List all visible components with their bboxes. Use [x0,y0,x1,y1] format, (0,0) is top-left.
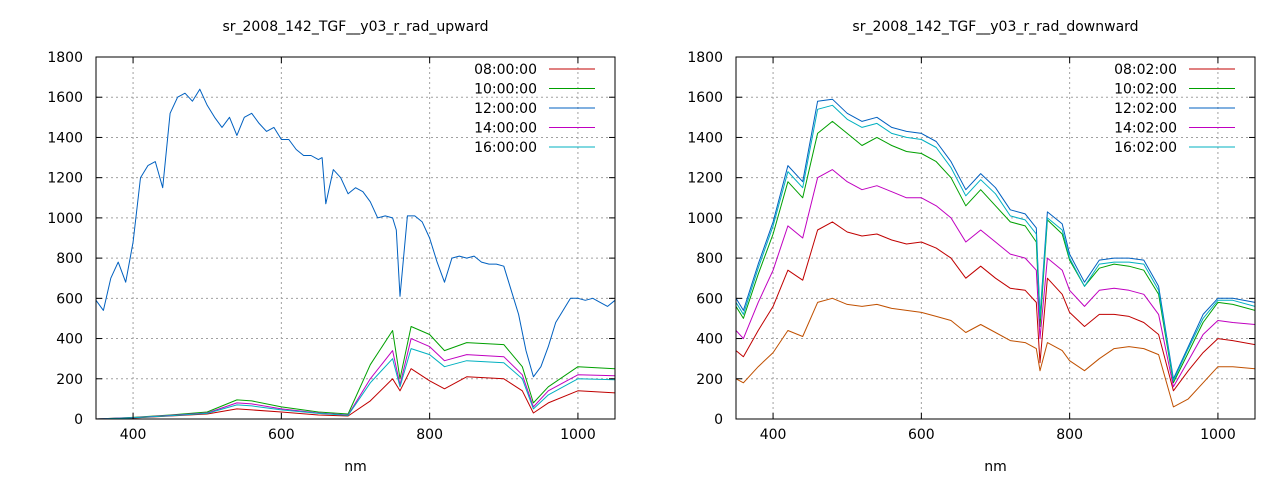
legend-label: 16:02:00 [1114,140,1177,156]
x-tick-label: 600 [908,427,935,443]
y-tick-label: 1200 [687,171,723,187]
x-tick-label: 400 [120,427,147,443]
y-tick-label: 1000 [47,211,83,227]
legend-label: 08:02:00 [1114,62,1177,78]
x-tick-label: 800 [1056,427,1083,443]
y-tick-label: 1800 [47,50,83,66]
series-line-10-00-00 [96,326,615,419]
x-axis-label: nm [984,459,1007,475]
series-line-08-02-00 [736,221,1255,392]
y-tick-label: 800 [696,251,723,267]
y-tick-label: 1600 [47,90,83,106]
series-line-12-00-00 [96,88,615,378]
legend-label: 10:02:00 [1114,82,1177,98]
series-group [96,88,615,419]
y-tick-label: 1400 [47,130,83,146]
downward-radiance-chart: sr_2008_142_TGF__y03_r_rad_downward 400 60… [687,19,1256,475]
x-tick-label: 600 [268,427,295,443]
plot-frame [95,56,616,420]
y-tick-label: 1400 [687,130,723,146]
y-tick-label: 800 [56,251,83,267]
legend-label: 14:00:00 [474,121,537,137]
series-line-unlabeled [736,297,1255,408]
x-tick-label: 1000 [560,427,596,443]
legend-label: 12:00:00 [474,101,537,117]
series-line-10-02-00 [736,120,1255,384]
series-line-14-02-00 [736,169,1255,388]
series-line-16-02-00 [736,104,1255,382]
x-tick-label: 400 [760,427,787,443]
y-tick-label: 1000 [687,211,723,227]
legend-label: 16:00:00 [474,140,537,156]
plot-frame [735,56,1256,420]
x-tick-label: 800 [416,427,443,443]
y-tick-label: 1600 [687,90,723,106]
chart-title: sr_2008_142_TGF__y03_r_rad_downward [852,19,1138,35]
legend-label: 12:02:00 [1114,101,1177,117]
series-line-16-00-00 [96,348,615,419]
series-group [736,98,1255,408]
y-tick-label: 0 [74,412,83,428]
series-line-14-00-00 [96,338,615,419]
x-tick-label: 1000 [1200,427,1236,443]
y-tick-label: 400 [696,332,723,348]
chart-title: sr_2008_142_TGF__y03_r_rad_upward [222,19,488,35]
y-tick-label: 400 [56,332,83,348]
series-line-12-02-00 [736,98,1255,380]
x-axis-label: nm [344,459,367,475]
y-tick-label: 0 [714,412,723,428]
y-tick-label: 200 [56,372,83,388]
y-tick-label: 600 [56,291,83,307]
upward-radiance-chart: sr_2008_142_TGF__y03_r_rad_upward 400 600 8… [47,19,616,475]
legend-label: 14:02:00 [1114,121,1177,137]
legend-label: 10:00:00 [474,82,537,98]
y-tick-label: 600 [696,291,723,307]
y-tick-label: 1200 [47,171,83,187]
series-line-08-00-00 [96,368,615,419]
y-tick-label: 200 [696,372,723,388]
y-tick-label: 1800 [687,50,723,66]
legend-label: 08:00:00 [474,62,537,78]
